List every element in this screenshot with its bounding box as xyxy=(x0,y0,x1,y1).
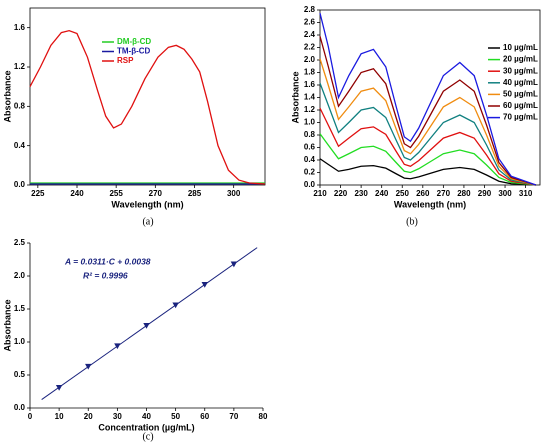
series-line xyxy=(319,36,537,186)
fit-line xyxy=(41,247,258,400)
x-tick-label: 310 xyxy=(519,189,533,198)
x-tick-label: 250 xyxy=(396,189,410,198)
y-tick-label: 1.0 xyxy=(14,337,26,346)
y-tick-label: 0.8 xyxy=(304,130,316,139)
y-tick-label: 0.0 xyxy=(14,180,26,189)
plot-frame xyxy=(29,7,266,186)
x-tick-label: 70 xyxy=(229,412,238,421)
y-tick-label: 0.0 xyxy=(304,180,316,189)
series-line xyxy=(319,58,537,186)
x-axis-label: Wavelength (nm) xyxy=(394,199,466,209)
legend-label: 20 µg/mL xyxy=(503,55,538,64)
y-tick-label: 2.6 xyxy=(304,18,316,27)
caption: (b) xyxy=(406,216,418,227)
y-tick-label: 1.6 xyxy=(14,23,26,32)
y-tick-label: 1.2 xyxy=(14,62,26,71)
data-point xyxy=(230,261,238,268)
y-tick-label: 2.5 xyxy=(14,238,26,247)
y-tick-label: 2.8 xyxy=(304,5,316,14)
x-tick-label: 300 xyxy=(498,189,512,198)
legend-label: 50 µg/mL xyxy=(503,90,538,99)
x-tick-label: 290 xyxy=(478,189,492,198)
caption: (a) xyxy=(142,216,153,227)
x-tick-label: 260 xyxy=(416,189,430,198)
legend-label: RSP xyxy=(117,56,134,65)
x-axis-label: Wavelength (nm) xyxy=(111,199,183,209)
x-tick-label: 225 xyxy=(31,189,45,198)
x-tick-label: 0 xyxy=(28,412,33,421)
data-point xyxy=(172,302,179,309)
y-tick-label: 1.2 xyxy=(304,105,316,114)
x-tick-label: 255 xyxy=(109,189,123,198)
x-tick-label: 220 xyxy=(334,189,348,198)
series-line xyxy=(319,133,536,186)
data-point xyxy=(55,384,63,391)
legend-label: TM-β-CD xyxy=(117,47,151,56)
x-tick-label: 30 xyxy=(113,412,122,421)
x-tick-label: 240 xyxy=(70,189,84,198)
y-tick-label: 1.0 xyxy=(304,118,316,127)
x-tick-label: 230 xyxy=(354,189,368,198)
x-tick-label: 270 xyxy=(437,189,451,198)
y-tick-label: 2.2 xyxy=(304,43,316,52)
y-tick-label: 0.5 xyxy=(14,370,26,379)
legend-label: 10 µg/mL xyxy=(503,43,538,52)
x-tick-label: 280 xyxy=(457,189,471,198)
y-tick-label: 1.8 xyxy=(304,68,316,77)
legend-label: 40 µg/mL xyxy=(503,78,538,87)
y-axis-label: Absorbance xyxy=(2,70,12,122)
series-line xyxy=(319,107,536,186)
legend-label: 70 µg/mL xyxy=(503,113,538,122)
y-tick-label: 1.5 xyxy=(14,304,26,313)
y-tick-label: 2.0 xyxy=(14,271,26,280)
data-point xyxy=(85,363,92,370)
data-point xyxy=(114,343,121,350)
series-line xyxy=(319,12,537,186)
x-tick-label: 10 xyxy=(55,412,64,421)
series-line xyxy=(319,82,537,186)
y-tick-label: 0.0 xyxy=(14,403,26,412)
x-tick-label: 240 xyxy=(375,189,389,198)
x-tick-label: 50 xyxy=(171,412,180,421)
y-tick-label: 0.2 xyxy=(304,168,316,177)
x-tick-label: 20 xyxy=(84,412,93,421)
y-tick-label: 0.4 xyxy=(304,155,316,164)
x-tick-label: 40 xyxy=(142,412,151,421)
data-point xyxy=(201,282,208,288)
y-tick-label: 0.8 xyxy=(14,101,26,110)
series-line xyxy=(319,158,536,186)
y-axis-label: Absorbance xyxy=(290,71,300,123)
data-point xyxy=(143,322,150,329)
x-tick-label: 285 xyxy=(188,189,202,198)
legend-label: 30 µg/mL xyxy=(503,66,538,75)
x-tick-label: 300 xyxy=(227,189,241,198)
annotation: R² = 0.9996 xyxy=(83,270,128,280)
series-line xyxy=(29,29,266,185)
x-axis-label: Concentration (µg/mL) xyxy=(98,422,194,432)
x-tick-label: 80 xyxy=(259,412,268,421)
annotation: A = 0.0311·C + 0.0038 xyxy=(64,256,151,266)
caption: (c) xyxy=(142,431,153,442)
legend-label: DM-β-CD xyxy=(117,37,151,46)
y-tick-label: 0.6 xyxy=(304,143,316,152)
y-tick-label: 2.0 xyxy=(304,55,316,64)
x-tick-label: 210 xyxy=(313,189,327,198)
y-tick-label: 1.6 xyxy=(304,80,316,89)
y-tick-label: 2.4 xyxy=(304,30,316,39)
legend-label: 60 µg/mL xyxy=(503,101,538,110)
y-tick-label: 0.4 xyxy=(14,141,26,150)
x-tick-label: 270 xyxy=(149,189,163,198)
y-axis-label: Absorbance xyxy=(2,299,12,351)
y-tick-label: 1.4 xyxy=(304,93,316,102)
x-tick-label: 60 xyxy=(200,412,209,421)
